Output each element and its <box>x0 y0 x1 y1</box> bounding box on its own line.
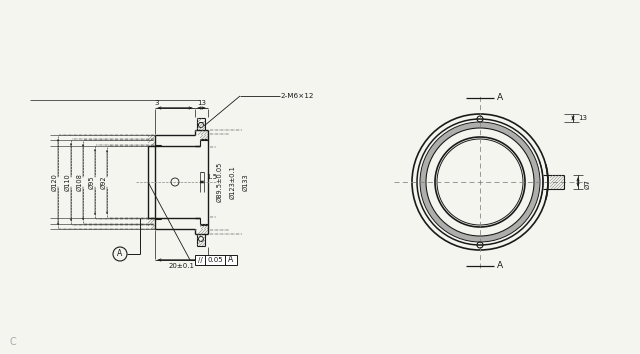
Text: Ø123±0.1: Ø123±0.1 <box>230 165 236 199</box>
Text: A: A <box>497 262 503 270</box>
Text: A: A <box>117 250 123 258</box>
Text: Ø108: Ø108 <box>77 173 83 191</box>
Text: 3: 3 <box>155 100 159 106</box>
Text: A: A <box>228 256 234 264</box>
Text: 13: 13 <box>197 100 206 106</box>
Text: Ø133: Ø133 <box>243 173 249 191</box>
Text: C: C <box>10 337 17 347</box>
Text: Ø95: Ø95 <box>89 175 95 189</box>
Text: Ø89.5±0.05: Ø89.5±0.05 <box>217 162 223 202</box>
Text: 2-M6×12: 2-M6×12 <box>280 93 314 99</box>
FancyBboxPatch shape <box>195 255 237 265</box>
Text: Ø92: Ø92 <box>101 175 107 189</box>
Text: Ø110: Ø110 <box>65 173 71 191</box>
Text: Ø120: Ø120 <box>52 173 58 191</box>
Text: 0.05: 0.05 <box>207 257 223 263</box>
Text: 13: 13 <box>579 115 588 121</box>
Text: //: // <box>198 257 202 263</box>
Text: A: A <box>497 93 503 103</box>
Text: 1.5: 1.5 <box>207 174 218 180</box>
Text: 20±0.1: 20±0.1 <box>168 263 195 269</box>
Text: Ø7: Ø7 <box>585 179 591 189</box>
